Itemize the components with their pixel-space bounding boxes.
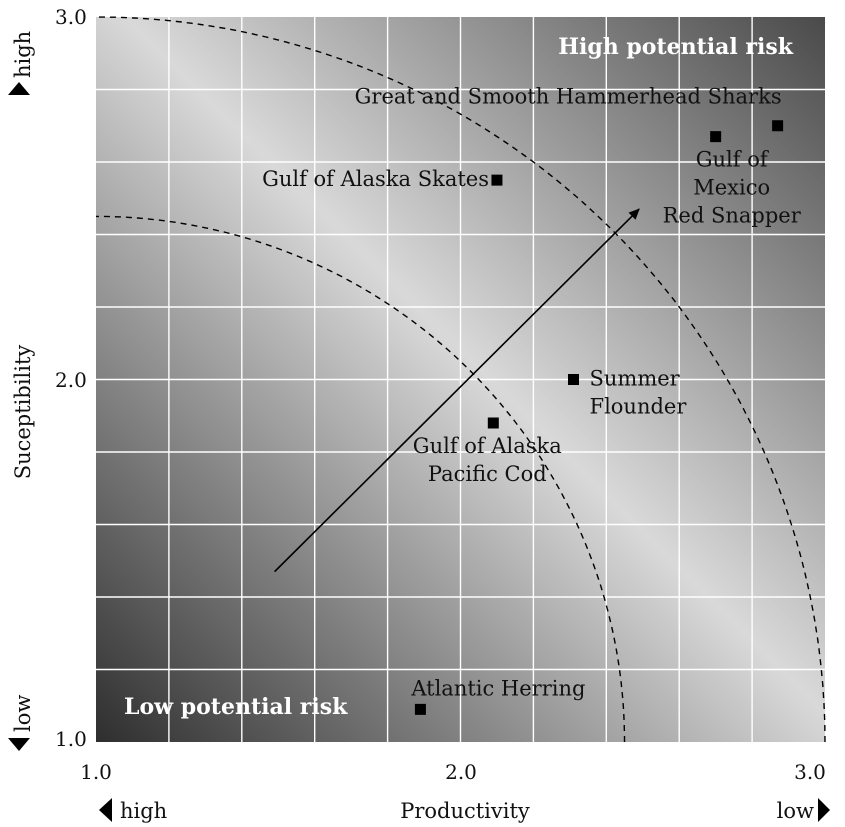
data-point-label: Mexico (693, 176, 770, 200)
risk-arcs (95, 16, 826, 743)
data-point-marker (567, 374, 579, 385)
up-arrow-icon (8, 82, 30, 95)
right-arrow-icon (818, 798, 830, 822)
x-axis-high-end: high (120, 799, 167, 823)
data-point-marker (772, 120, 784, 132)
risk-arc (96, 215, 626, 742)
y-axis-high-end: high (11, 31, 35, 78)
x-tick-label: 1.0 (80, 760, 112, 784)
data-point-marker (710, 131, 722, 143)
y-tick-label: 2.0 (55, 368, 87, 392)
data-point-label: Pacific Cod (428, 462, 547, 486)
x-axis-title: Productivity (400, 799, 530, 823)
risk-arc (95, 16, 826, 743)
y-axis-low-end: low (11, 695, 35, 732)
left-arrow-icon (99, 798, 112, 822)
grid (96, 17, 825, 742)
y-tick-label: 1.0 (55, 727, 87, 751)
low-risk-label: Low potential risk (124, 694, 348, 720)
data-point-label: Flounder (590, 395, 688, 419)
data-points: Gulf of Alaska Skates Gulf of Mexico Red Sn… (262, 85, 802, 715)
x-axis-low-end: low (777, 799, 814, 823)
x-tick-label: 2.0 (445, 760, 477, 784)
data-point-label: Great and Smooth Hammerhead Sharks (355, 85, 782, 109)
y-axis-title: Suceptibility (11, 345, 35, 480)
data-point-label: Gulf of Alaska Skates (262, 167, 489, 191)
high-risk-label: High potential risk (558, 34, 794, 60)
x-tick-label: 3.0 (794, 760, 826, 784)
data-point-marker (487, 417, 499, 429)
data-point-marker (414, 703, 426, 715)
down-arrow-icon (8, 738, 30, 751)
data-point-label: Atlantic Herring (410, 676, 585, 700)
data-point-label: Gulf of (696, 148, 770, 172)
y-tick-label: 3.0 (55, 5, 87, 29)
risk-arrow (274, 208, 640, 573)
data-point-label: Summer (590, 367, 681, 391)
data-point-label: Red Snapper (663, 204, 802, 228)
data-point-marker (491, 174, 503, 186)
data-point-label: Gulf of Alaska (413, 434, 562, 458)
